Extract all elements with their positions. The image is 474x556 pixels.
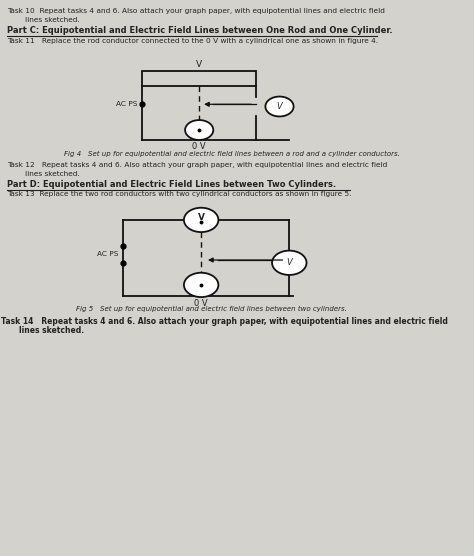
Text: V: V (196, 60, 202, 69)
Text: Fig 4   Set up for equipotential and electric field lines between a rod and a cy: Fig 4 Set up for equipotential and elect… (64, 151, 400, 157)
Text: 0 V: 0 V (192, 142, 206, 151)
Text: Task 11   Replace the rod conductor connected to the 0 V with a cylindrical one : Task 11 Replace the rod conductor connec… (7, 38, 378, 44)
Text: Task 13  Replace the two rod conductors with two cylindrical conductors as shown: Task 13 Replace the two rod conductors w… (7, 191, 352, 197)
Text: V: V (286, 259, 292, 267)
Text: Part D: Equipotential and Electric Field Lines between Two Cylinders.: Part D: Equipotential and Electric Field… (7, 180, 337, 189)
Text: V: V (277, 102, 283, 111)
Circle shape (185, 120, 213, 140)
Bar (142, 71, 256, 86)
Text: lines sketched.: lines sketched. (25, 171, 80, 177)
Text: Part C: Equipotential and Electric Field Lines between One Rod and One Cylinder.: Part C: Equipotential and Electric Field… (7, 26, 393, 35)
Text: AC PS: AC PS (97, 251, 118, 257)
Circle shape (184, 208, 219, 232)
Text: lines sketched.: lines sketched. (25, 17, 80, 23)
Circle shape (265, 97, 293, 116)
Text: Task 14   Repeat tasks 4 and 6. Also attach your graph paper, with equipotential: Task 14 Repeat tasks 4 and 6. Also attac… (1, 317, 448, 326)
Text: Fig 5   Set up for equipotential and electric field lines between two cylinders.: Fig 5 Set up for equipotential and elect… (76, 306, 346, 312)
Text: 0 V: 0 V (194, 299, 208, 308)
Circle shape (272, 251, 307, 275)
Text: Task 12   Repeat tasks 4 and 6. Also attach your graph paper, with equipotential: Task 12 Repeat tasks 4 and 6. Also attac… (7, 162, 388, 168)
Text: AC PS: AC PS (116, 101, 138, 107)
Circle shape (184, 273, 219, 297)
Text: lines sketched.: lines sketched. (19, 326, 84, 335)
Text: Task 10  Repeat tasks 4 and 6. Also attach your graph paper, with equipotential : Task 10 Repeat tasks 4 and 6. Also attac… (7, 8, 385, 14)
Text: V: V (198, 212, 205, 222)
